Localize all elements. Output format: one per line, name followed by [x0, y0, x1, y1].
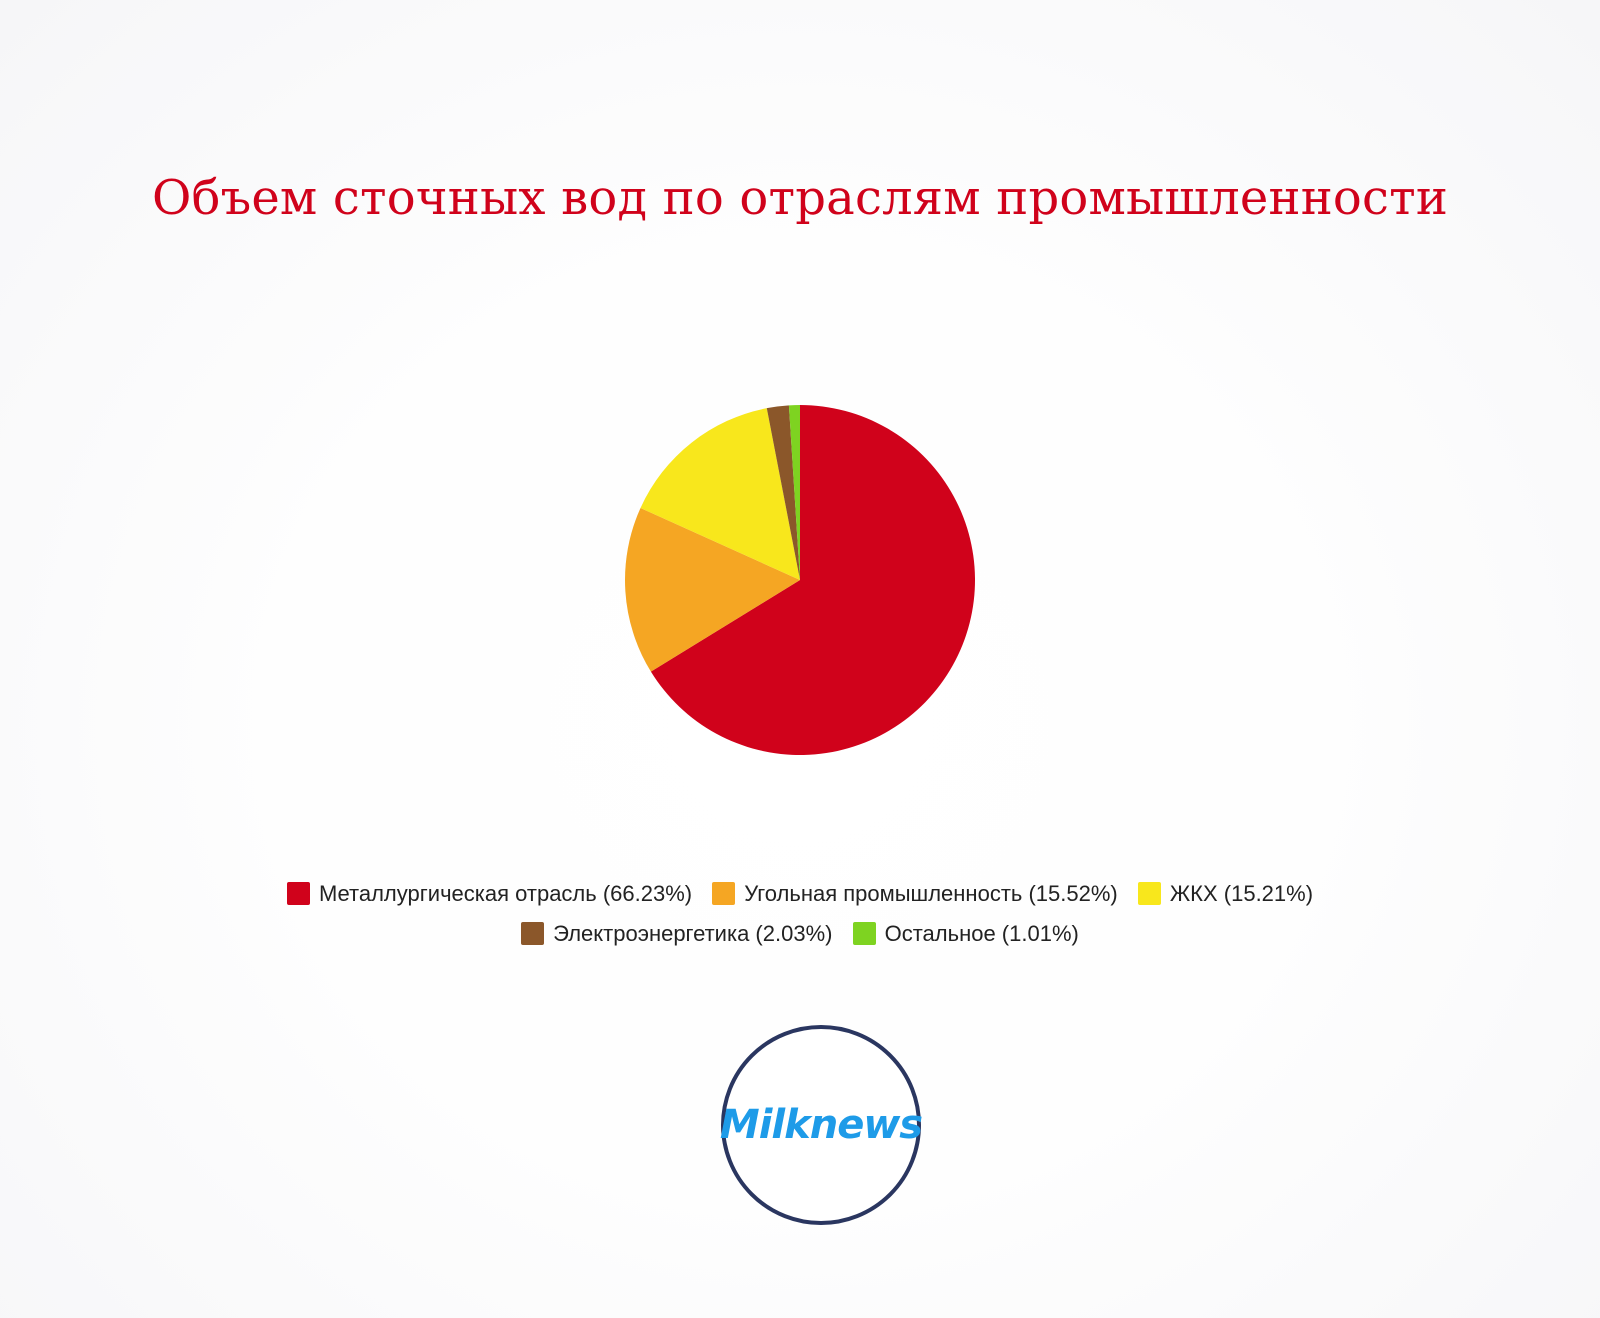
- pie-slice-metallurgy[interactable]: [650, 405, 975, 755]
- pie-slice-housing[interactable]: [640, 408, 800, 580]
- legend-swatch-housing: [1137, 882, 1161, 905]
- legend-swatch-other: [852, 922, 876, 945]
- legend-swatch-power: [521, 922, 545, 945]
- pie-slice-other[interactable]: [788, 405, 800, 580]
- pie-slice-coal[interactable]: [625, 507, 800, 672]
- legend-row-2: Электроэнергетика (2.03%) Остальное (1.0…: [200, 914, 1400, 954]
- legend-row-1: Металлургическая отрасль (66.23%) Угольн…: [200, 874, 1400, 914]
- legend-item-housing[interactable]: ЖКХ (15.21%): [1137, 874, 1314, 914]
- legend-label-other: Остальное (1.01%): [884, 921, 1079, 946]
- pie-slice-power[interactable]: [766, 405, 800, 580]
- legend-swatch-metallurgy: [286, 882, 310, 905]
- legend-item-other[interactable]: Остальное (1.01%): [852, 914, 1079, 954]
- legend-item-metallurgy[interactable]: Металлургическая отрасль (66.23%): [286, 874, 693, 914]
- legend-item-coal[interactable]: Угольная промышленность (15.52%): [712, 874, 1118, 914]
- legend-swatch-coal: [712, 882, 736, 905]
- chart-legend: Металлургическая отрасль (66.23%) Угольн…: [200, 874, 1400, 954]
- legend-item-power[interactable]: Электроэнергетика (2.03%): [521, 914, 832, 954]
- chart-title: Объем сточных вод по отраслям промышленн…: [151, 170, 1449, 226]
- milknews-logo: Milknews: [719, 1025, 923, 1225]
- legend-label-coal: Угольная промышленность (15.52%): [744, 881, 1118, 906]
- logo-text: Milknews: [719, 1102, 923, 1148]
- legend-label-power: Электроэнергетика (2.03%): [553, 921, 833, 946]
- legend-label-housing: ЖКХ (15.21%): [1169, 881, 1314, 906]
- pie-chart: [625, 405, 975, 755]
- legend-label-metallurgy: Металлургическая отрасль (66.23%): [318, 881, 693, 906]
